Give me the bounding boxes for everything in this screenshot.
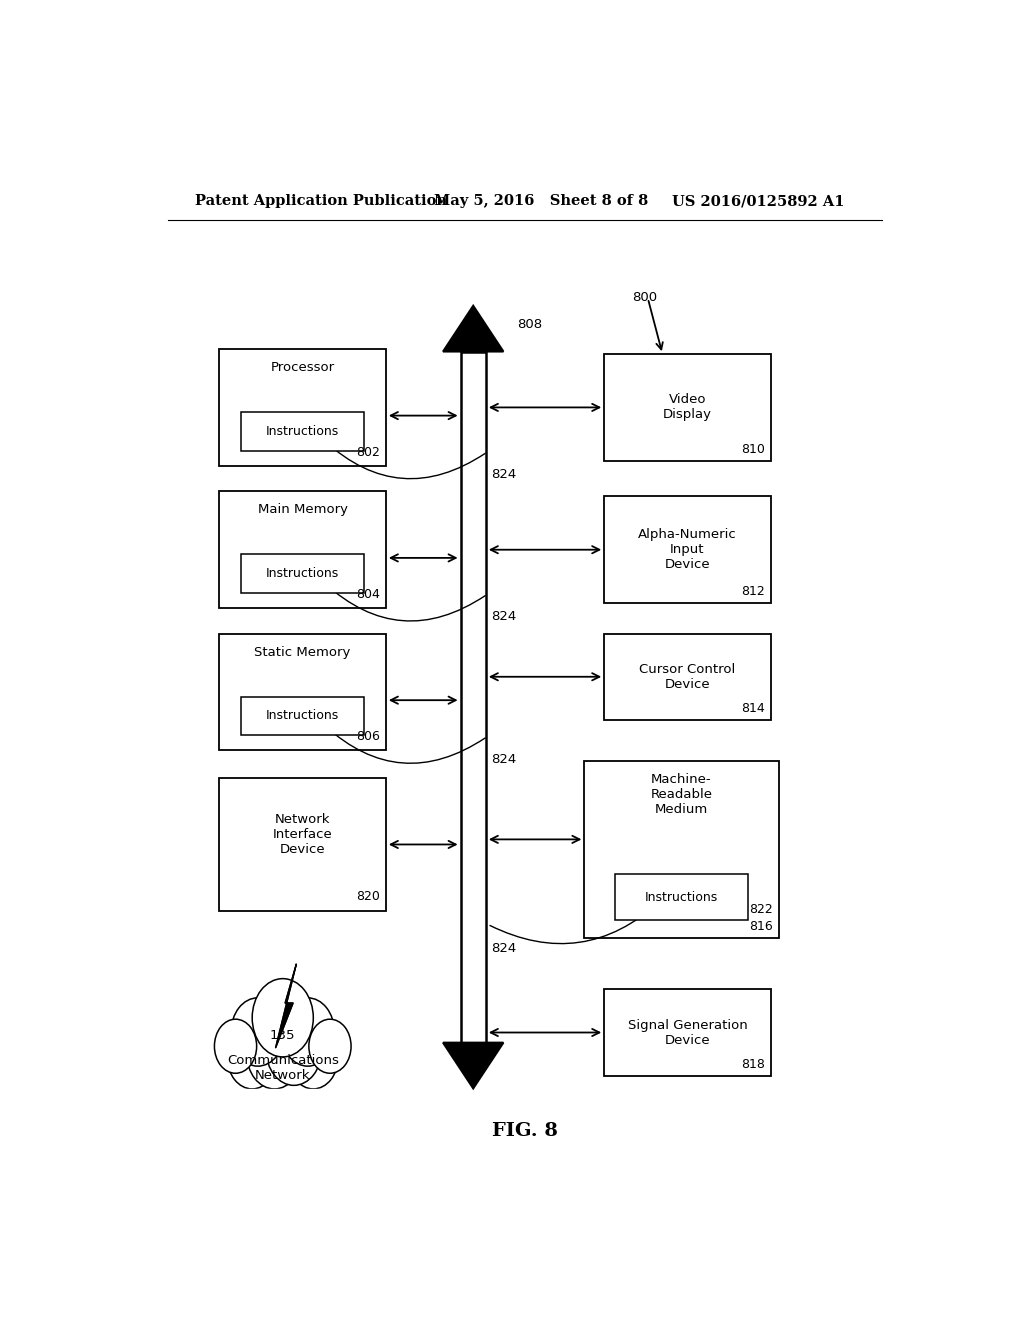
Circle shape: [281, 998, 335, 1067]
Text: Instructions: Instructions: [266, 709, 339, 722]
Circle shape: [231, 998, 285, 1067]
Text: 800: 800: [632, 292, 657, 304]
Text: 824: 824: [490, 610, 516, 623]
Text: 808: 808: [517, 318, 542, 331]
Text: Network
Interface
Device: Network Interface Device: [272, 813, 333, 855]
Text: 806: 806: [356, 730, 380, 743]
Text: Static Memory: Static Memory: [254, 645, 351, 659]
Text: Instructions: Instructions: [266, 568, 339, 579]
Polygon shape: [443, 1043, 504, 1089]
Polygon shape: [219, 779, 386, 911]
Polygon shape: [219, 348, 386, 466]
Polygon shape: [604, 634, 771, 719]
Polygon shape: [241, 697, 365, 735]
Circle shape: [266, 1014, 322, 1085]
Text: Patent Application Publication: Patent Application Publication: [196, 194, 447, 209]
Text: Processor: Processor: [270, 362, 335, 374]
Polygon shape: [213, 1089, 352, 1094]
Polygon shape: [219, 634, 386, 751]
Text: 820: 820: [356, 891, 380, 903]
Text: Instructions: Instructions: [645, 891, 718, 904]
Polygon shape: [615, 874, 748, 920]
Text: May 5, 2016   Sheet 8 of 8: May 5, 2016 Sheet 8 of 8: [433, 194, 648, 209]
Polygon shape: [604, 354, 771, 461]
Text: 812: 812: [741, 585, 765, 598]
Text: 802: 802: [356, 446, 380, 459]
Text: Cursor Control
Device: Cursor Control Device: [639, 663, 735, 690]
Text: Instructions: Instructions: [266, 425, 339, 438]
Text: 135: 135: [270, 1030, 296, 1041]
Circle shape: [227, 1024, 278, 1089]
Text: FIG. 8: FIG. 8: [492, 1122, 558, 1140]
Circle shape: [214, 1019, 257, 1073]
Polygon shape: [585, 760, 778, 939]
Text: 804: 804: [356, 587, 380, 601]
Text: 818: 818: [741, 1057, 765, 1071]
Polygon shape: [219, 491, 386, 609]
Text: 824: 824: [490, 752, 516, 766]
Circle shape: [289, 1024, 338, 1089]
Circle shape: [247, 1018, 302, 1089]
Text: 810: 810: [741, 442, 765, 455]
Text: 824: 824: [490, 469, 516, 482]
Text: 824: 824: [490, 942, 516, 956]
Text: Signal Generation
Device: Signal Generation Device: [628, 1019, 748, 1047]
Circle shape: [252, 978, 313, 1057]
Polygon shape: [461, 351, 486, 1043]
Polygon shape: [241, 412, 365, 450]
Text: Communications
Network: Communications Network: [226, 1053, 339, 1081]
Polygon shape: [604, 496, 771, 603]
Text: Video
Display: Video Display: [663, 393, 712, 421]
Polygon shape: [604, 989, 771, 1076]
Text: 822: 822: [750, 903, 773, 916]
Polygon shape: [241, 554, 365, 593]
Text: Alpha-Numeric
Input
Device: Alpha-Numeric Input Device: [638, 528, 737, 572]
Text: US 2016/0125892 A1: US 2016/0125892 A1: [672, 194, 844, 209]
Text: Machine-
Readable
Medium: Machine- Readable Medium: [650, 772, 713, 816]
Polygon shape: [275, 965, 296, 1048]
Circle shape: [309, 1019, 351, 1073]
Text: 814: 814: [741, 702, 765, 715]
Polygon shape: [443, 306, 504, 351]
Text: Main Memory: Main Memory: [258, 503, 347, 516]
Text: 816: 816: [750, 920, 773, 933]
